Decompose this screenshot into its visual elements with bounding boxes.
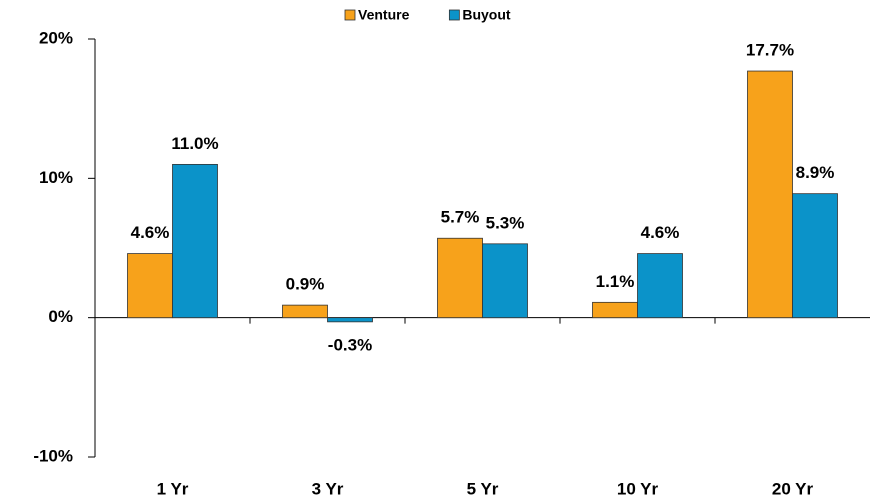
bar: [282, 304, 328, 319]
legend-label: Buyout: [462, 7, 511, 23]
value-label: 4.6%: [131, 223, 170, 242]
value-label: 17.7%: [746, 41, 794, 60]
value-label: 1.1%: [596, 272, 635, 291]
x-tick-label: 3 Yr: [312, 479, 344, 498]
value-label: -0.3%: [328, 335, 372, 354]
bar: [127, 253, 173, 319]
bar: [637, 253, 683, 319]
bar: [327, 317, 373, 323]
bar: [592, 301, 638, 319]
legend-swatch: [448, 9, 460, 21]
legend-label: Venture: [358, 7, 410, 23]
value-label: 5.7%: [441, 208, 480, 227]
value-label: 5.3%: [486, 213, 525, 232]
x-tick-label: 20 Yr: [772, 479, 814, 498]
bar: [172, 163, 218, 319]
bar: [482, 243, 528, 319]
y-tick-label: 20%: [39, 28, 73, 47]
y-tick-label: 0%: [48, 307, 73, 326]
bar: [792, 193, 838, 319]
value-label: 8.9%: [796, 163, 835, 182]
x-tick-label: 1 Yr: [157, 479, 189, 498]
value-label: 0.9%: [286, 275, 325, 294]
y-tick-label: -10%: [33, 446, 73, 465]
y-tick-label: 10%: [39, 168, 73, 187]
x-tick-label: 10 Yr: [617, 479, 659, 498]
bar: [437, 237, 483, 319]
legend-swatch: [344, 9, 356, 21]
x-tick-label: 5 Yr: [467, 479, 499, 498]
value-label: 4.6%: [641, 223, 680, 242]
value-label: 11.0%: [171, 134, 218, 153]
bar: [747, 70, 793, 319]
